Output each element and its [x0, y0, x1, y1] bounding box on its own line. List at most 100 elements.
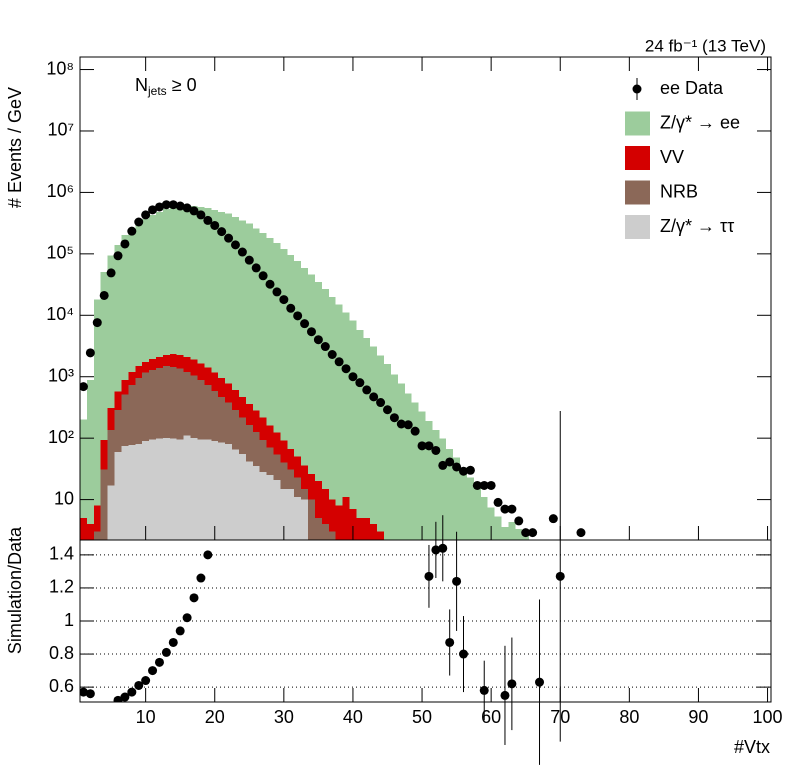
histogram-bar — [183, 371, 191, 436]
histogram-bar — [446, 448, 454, 540]
y-axis-title: # Events / GeV — [5, 87, 25, 208]
data-point — [196, 210, 206, 220]
histogram-bar — [149, 369, 157, 440]
histogram-bar — [287, 488, 295, 540]
histogram-bar — [252, 228, 260, 411]
histogram-bar — [328, 531, 336, 540]
data-point — [548, 514, 558, 524]
histogram-bar — [197, 206, 205, 364]
histogram-bar — [149, 439, 157, 540]
histogram-bar — [100, 439, 108, 470]
histogram-bar — [508, 522, 516, 540]
histogram-bar — [225, 213, 233, 384]
histogram-bar — [197, 439, 205, 540]
data-point — [389, 413, 399, 423]
legend-swatch — [625, 111, 650, 136]
histogram-bar — [107, 255, 115, 408]
histogram-bar — [128, 444, 136, 540]
x-tick-label: 30 — [274, 707, 294, 727]
histogram-bar — [314, 518, 322, 540]
x-tick-label: 90 — [688, 707, 708, 727]
histogram-bar — [169, 438, 177, 540]
histogram-bar — [425, 421, 433, 540]
x-tick-label: 20 — [205, 707, 225, 727]
histogram-bar — [135, 223, 143, 366]
histogram-bar — [142, 218, 150, 362]
x-tick-label: 10 — [136, 707, 156, 727]
data-point — [279, 295, 289, 305]
histogram-bar — [377, 355, 385, 532]
histogram-bar — [128, 371, 136, 385]
histogram-bar — [162, 438, 170, 540]
data-point — [445, 457, 455, 467]
data-point — [369, 392, 379, 402]
data-point — [161, 200, 171, 210]
histogram-bar — [190, 438, 198, 540]
histogram-bar — [225, 402, 233, 445]
x-tick-label: 40 — [343, 707, 363, 727]
y-tick-label: 10² — [48, 427, 74, 447]
histogram-bar — [280, 440, 288, 463]
histogram-bar — [245, 424, 253, 462]
histogram-bar — [273, 454, 281, 480]
data-point — [424, 441, 434, 451]
data-point — [465, 465, 475, 475]
histogram-bar — [114, 391, 122, 410]
histogram-bar — [252, 466, 260, 540]
histogram-bar — [245, 461, 253, 540]
histogram-bar — [121, 379, 129, 395]
histogram-bar — [190, 359, 198, 376]
histogram-bar — [86, 524, 94, 540]
data-point — [230, 240, 240, 250]
histogram-bar — [266, 447, 274, 476]
frame — [79, 539, 772, 703]
y-tick-label: 1.4 — [49, 544, 74, 564]
histogram-bar — [473, 487, 481, 540]
histogram-bar — [321, 488, 329, 525]
data-point — [341, 364, 351, 374]
histogram-bar — [301, 488, 309, 500]
annotation: Njets ≥ 0 — [135, 75, 197, 98]
histogram-bar — [225, 383, 233, 403]
y-tick-label: 10⁷ — [47, 120, 74, 140]
data-point — [507, 504, 517, 514]
y-tick-label: 10 — [54, 488, 74, 508]
histogram-bar — [294, 497, 302, 540]
histogram-bar — [308, 474, 315, 500]
histogram-bar — [232, 409, 239, 450]
data-point — [355, 378, 365, 388]
data-point — [224, 233, 234, 243]
histogram-bar — [204, 207, 212, 368]
histogram-bar — [93, 299, 101, 506]
histogram-bar — [128, 384, 136, 445]
data-point — [334, 357, 344, 367]
histogram-bar — [121, 445, 129, 540]
y-tick-label: 10³ — [48, 365, 74, 385]
y-tick-label: 1 — [64, 610, 74, 630]
y-axis-title: Simulation/Data — [5, 526, 25, 654]
data-point — [327, 350, 337, 360]
plot-area — [80, 200, 586, 540]
data-point — [168, 200, 178, 210]
data-point — [362, 385, 372, 395]
y-tick-label: 10⁵ — [47, 243, 74, 263]
legend-swatch — [625, 146, 650, 170]
y-tick-label: 0.8 — [49, 643, 74, 663]
histogram-bar — [314, 281, 322, 482]
histogram-bar — [232, 216, 239, 390]
histogram-bar — [93, 531, 101, 540]
histogram-bar — [280, 462, 288, 489]
histogram-bar — [176, 355, 184, 369]
data-point — [348, 372, 358, 382]
histogram-bar — [301, 499, 309, 540]
histogram-bar — [183, 435, 191, 540]
histogram-bar — [301, 267, 309, 466]
histogram-bar — [487, 507, 495, 540]
histogram-bar — [349, 320, 357, 510]
histogram-bar — [218, 211, 226, 378]
data-point — [500, 504, 510, 514]
data-point — [320, 342, 330, 352]
histogram-bar — [294, 477, 302, 498]
histogram-bar — [225, 444, 233, 540]
